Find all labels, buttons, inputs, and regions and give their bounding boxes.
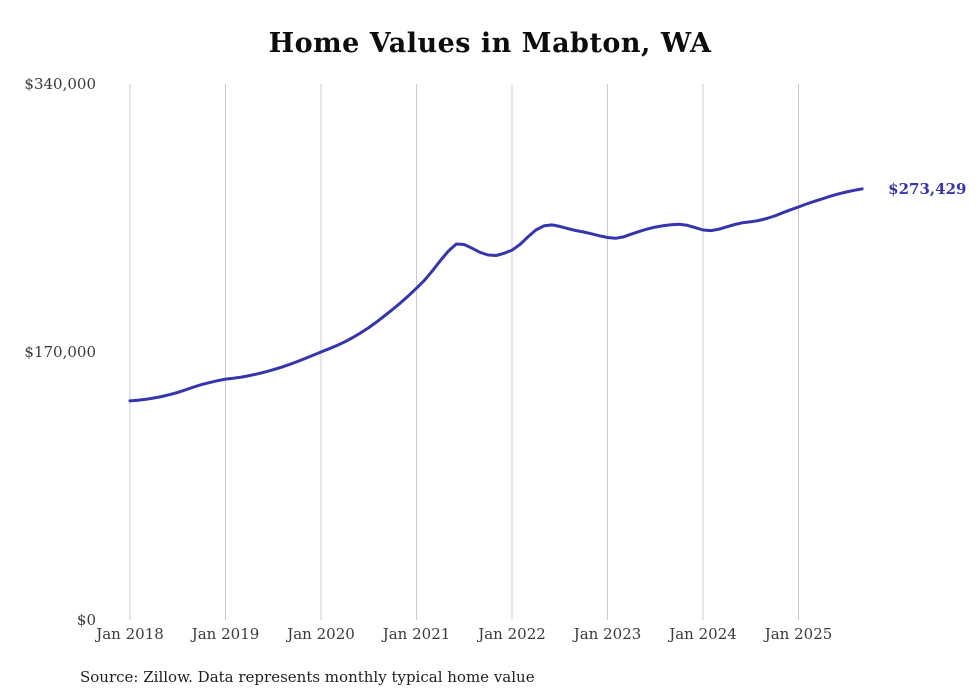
y-axis-tick-0: $0 <box>76 611 96 629</box>
x-axis-tick-jan-2024: Jan 2024 <box>669 625 737 643</box>
x-axis-tick-jan-2020: Jan 2020 <box>287 625 355 643</box>
y-axis-tick-170000: $170,000 <box>24 343 96 361</box>
x-axis-tick-jan-2022: Jan 2022 <box>478 625 546 643</box>
x-axis-tick-jan-2023: Jan 2023 <box>573 625 642 643</box>
x-axis-tick-jan-2018: Jan 2018 <box>96 625 164 643</box>
chart-title: Home Values in Mabton, WA <box>268 28 712 59</box>
x-axis-tick-jan-2019: Jan 2019 <box>191 625 260 643</box>
y-axis-tick-340000: $340,000 <box>24 75 96 93</box>
source-note: Source: Zillow. Data represents monthly … <box>80 668 535 686</box>
x-axis-tick-jan-2025: Jan 2025 <box>764 625 833 643</box>
x-axis-tick-jan-2021: Jan 2021 <box>382 625 451 643</box>
latest-value-label: $273,429 <box>888 179 967 198</box>
